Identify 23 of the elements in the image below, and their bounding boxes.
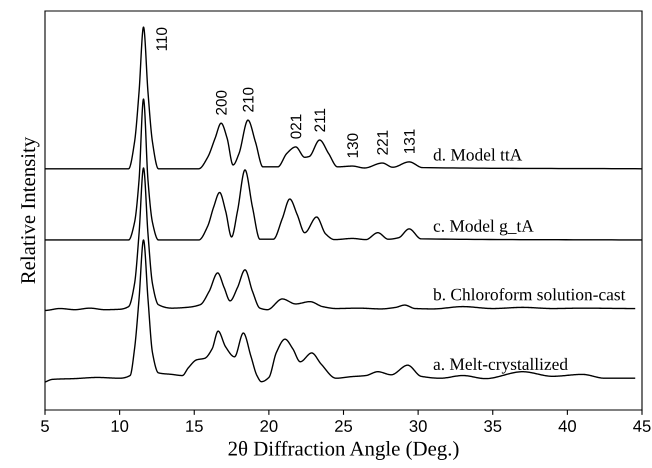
annotation: 210 xyxy=(242,88,254,112)
x-tick-label: 5 xyxy=(41,420,49,432)
x-tick-label: 30 xyxy=(409,420,427,432)
x-tick-label: 15 xyxy=(186,420,203,432)
x-axis-title: 2θ Diffraction Angle (Deg.) xyxy=(228,440,458,460)
x-tick-label: 35 xyxy=(484,420,502,432)
x-tick-label: 25 xyxy=(335,420,352,432)
x-tick-label: 45 xyxy=(633,420,651,432)
annotation: 130 xyxy=(347,134,358,158)
series-label: d. Model ttA xyxy=(434,148,522,161)
x-tick-label: 10 xyxy=(112,420,128,432)
annotation: 211 xyxy=(314,108,326,132)
annotation: 131 xyxy=(404,129,415,154)
annotation: 200 xyxy=(216,90,227,115)
annotation: 221 xyxy=(377,130,388,155)
series-label: b. Chloroform solution-cast xyxy=(433,288,626,300)
series-label: a. Melt-crystallized xyxy=(434,358,568,374)
y-axis-title: Relative Intensity xyxy=(20,136,40,284)
annotation: 021 xyxy=(290,114,302,139)
series-label: c. Model g_tA xyxy=(434,220,534,236)
x-tick-label: 40 xyxy=(558,420,576,432)
annotation: 110 xyxy=(156,28,168,50)
x-tick-label: 20 xyxy=(260,420,278,432)
